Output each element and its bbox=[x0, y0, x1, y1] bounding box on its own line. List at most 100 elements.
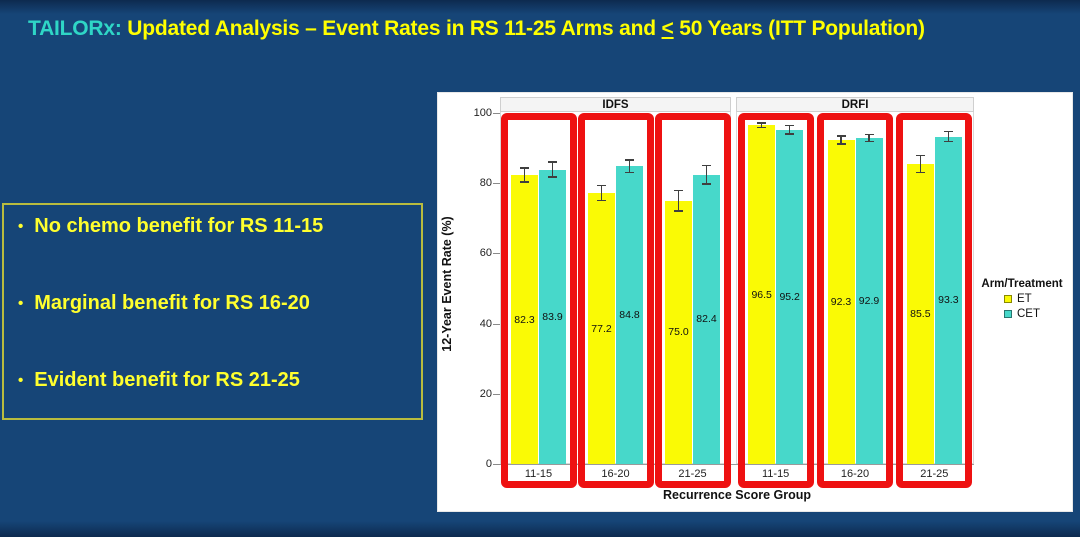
facet-strip-drfi: DRFI bbox=[736, 97, 974, 112]
error-bar-cap-bottom bbox=[785, 133, 795, 135]
error-bar-line bbox=[840, 135, 842, 145]
highlight-box-idfs-11-15 bbox=[500, 113, 577, 488]
error-bar-cap-bottom bbox=[943, 140, 953, 143]
error-bar-line bbox=[523, 167, 526, 183]
x-tick-label: 11-15 bbox=[761, 468, 790, 480]
y-tick-label: 0 bbox=[485, 458, 492, 470]
bar-value-label: 82.3 bbox=[514, 313, 535, 326]
y-tick-mark bbox=[493, 183, 500, 185]
highlight-box-drfi-11-15 bbox=[737, 113, 814, 488]
y-tick-mark bbox=[493, 323, 500, 325]
bar-value-label: 93.3 bbox=[938, 294, 959, 307]
bar-value-label: 84.8 bbox=[619, 309, 640, 322]
error-bar-cap-bottom bbox=[548, 176, 557, 178]
idfs-21-25-cet-bar bbox=[693, 174, 720, 464]
bar-value-label: 96.5 bbox=[751, 288, 772, 301]
legend-entry-et: ET bbox=[1004, 293, 1040, 305]
error-bar-cap-top bbox=[943, 130, 953, 133]
chart-legend: Arm/Treatment ET CET bbox=[971, 278, 1073, 320]
error-bar-line bbox=[551, 161, 554, 178]
error-bar-cap-bottom bbox=[757, 126, 767, 129]
drfi-21-25-cet-bar bbox=[934, 136, 962, 464]
plot-area: 0 20 40 60 80 100 IDFS 11-15 82.3 83.9 16-20 77.2 84… bbox=[438, 93, 1072, 511]
bar-value-label: 77.2 bbox=[591, 322, 612, 335]
drfi-16-20-et-bar bbox=[827, 140, 855, 464]
error-bar-cap-bottom bbox=[625, 171, 634, 174]
bar-value-label: 95.2 bbox=[779, 290, 800, 303]
error-bar-cap-top bbox=[757, 122, 767, 124]
bar-value-label: 83.9 bbox=[542, 310, 563, 323]
x-tick-label: 16-20 bbox=[840, 468, 870, 480]
y-tick-label: 40 bbox=[479, 317, 492, 330]
highlight-box-idfs-21-25 bbox=[654, 113, 731, 488]
error-bar-line bbox=[919, 154, 922, 174]
error-bar-cap-bottom bbox=[864, 140, 874, 143]
error-bar-line bbox=[947, 130, 950, 143]
bullet-evident-benefit: • Evident benefit for RS 21-25 bbox=[18, 369, 413, 392]
bullet-dot-icon: • bbox=[18, 371, 24, 389]
bar-value-label: 92.3 bbox=[830, 296, 852, 308]
highlight-box-drfi-21-25 bbox=[896, 113, 973, 488]
error-bar-line bbox=[760, 122, 763, 129]
y-tick-label: 60 bbox=[479, 247, 492, 260]
idfs-16-20-et-bar bbox=[588, 193, 615, 464]
error-bar-cap-top bbox=[548, 161, 557, 163]
slide-title: TAILORx: Updated Analysis – Event Rates … bbox=[28, 17, 1078, 41]
x-tick-label: 21-25 bbox=[920, 468, 949, 480]
legend-title: Arm/Treatment bbox=[981, 278, 1063, 290]
error-bar-cap-top bbox=[915, 154, 925, 157]
error-bar-cap-top bbox=[836, 135, 846, 137]
title-trial-name: TAILORx: bbox=[28, 17, 122, 40]
error-bar-line bbox=[705, 164, 708, 185]
error-bar-line bbox=[677, 189, 680, 212]
x-tick-label: 16-20 bbox=[601, 468, 630, 480]
bar-value-label: 92.9 bbox=[858, 294, 880, 307]
bar-value-label: 82.4 bbox=[696, 313, 717, 326]
error-bar-cap-top bbox=[864, 133, 874, 136]
y-tick-mark bbox=[493, 464, 500, 465]
bullet-text: Marginal benefit for RS 16-20 bbox=[34, 292, 310, 314]
bar-value-label: 75.0 bbox=[668, 326, 689, 339]
error-bar-cap-bottom bbox=[674, 210, 683, 212]
drfi-16-20-cet-bar bbox=[855, 137, 883, 464]
y-tick-mark bbox=[493, 113, 500, 114]
error-bar-cap-top bbox=[674, 189, 683, 192]
drfi-21-25-et-bar bbox=[906, 163, 934, 464]
legend-swatch-icon bbox=[1004, 295, 1012, 303]
legend-entry-cet: CET bbox=[1004, 308, 1040, 320]
error-bar-cap-bottom bbox=[915, 171, 925, 174]
legend-swatch-icon bbox=[1004, 310, 1012, 318]
highlight-box-drfi-16-20 bbox=[817, 113, 893, 488]
bar-value-label: 85.5 bbox=[910, 307, 931, 320]
title-body-before: Updated Analysis – Event Rates in RS 11-… bbox=[121, 17, 662, 40]
x-axis-title: Recurrence Score Group bbox=[663, 488, 811, 502]
bullet-text: Evident benefit for RS 21-25 bbox=[34, 369, 300, 391]
error-bar-cap-bottom bbox=[597, 199, 606, 202]
highlight-box-idfs-16-20 bbox=[577, 113, 654, 488]
facet-strip-idfs: IDFS bbox=[500, 97, 731, 112]
x-axis-line bbox=[500, 464, 974, 465]
drfi-11-15-cet-bar bbox=[776, 129, 804, 464]
error-bar-line bbox=[868, 133, 870, 143]
error-bar-line bbox=[628, 159, 631, 174]
error-bar-cap-top bbox=[625, 159, 634, 161]
bullet-text: No chemo benefit for RS 11-15 bbox=[34, 215, 324, 237]
idfs-16-20-cet-bar bbox=[616, 166, 643, 464]
error-bar-cap-bottom bbox=[836, 143, 846, 145]
idfs-11-15-et-bar bbox=[511, 175, 538, 464]
error-bar-cap-top bbox=[520, 167, 529, 169]
bullet-marginal-benefit: • Marginal benefit for RS 16-20 bbox=[18, 292, 413, 315]
x-tick-label: 21-25 bbox=[678, 468, 707, 480]
less-than-or-equal-symbol: < bbox=[661, 17, 674, 40]
error-bar-cap-top bbox=[702, 164, 711, 167]
error-bar-cap-top bbox=[785, 124, 795, 127]
y-tick-mark bbox=[493, 253, 500, 255]
legend-label: ET bbox=[1017, 293, 1032, 305]
drfi-11-15-et-bar bbox=[748, 125, 776, 464]
y-tick-mark bbox=[493, 393, 500, 395]
bullet-dot-icon: • bbox=[18, 294, 24, 312]
facet-panel-drfi bbox=[736, 112, 974, 464]
idfs-21-25-et-bar bbox=[665, 200, 692, 464]
error-bar-cap-bottom bbox=[520, 181, 529, 183]
